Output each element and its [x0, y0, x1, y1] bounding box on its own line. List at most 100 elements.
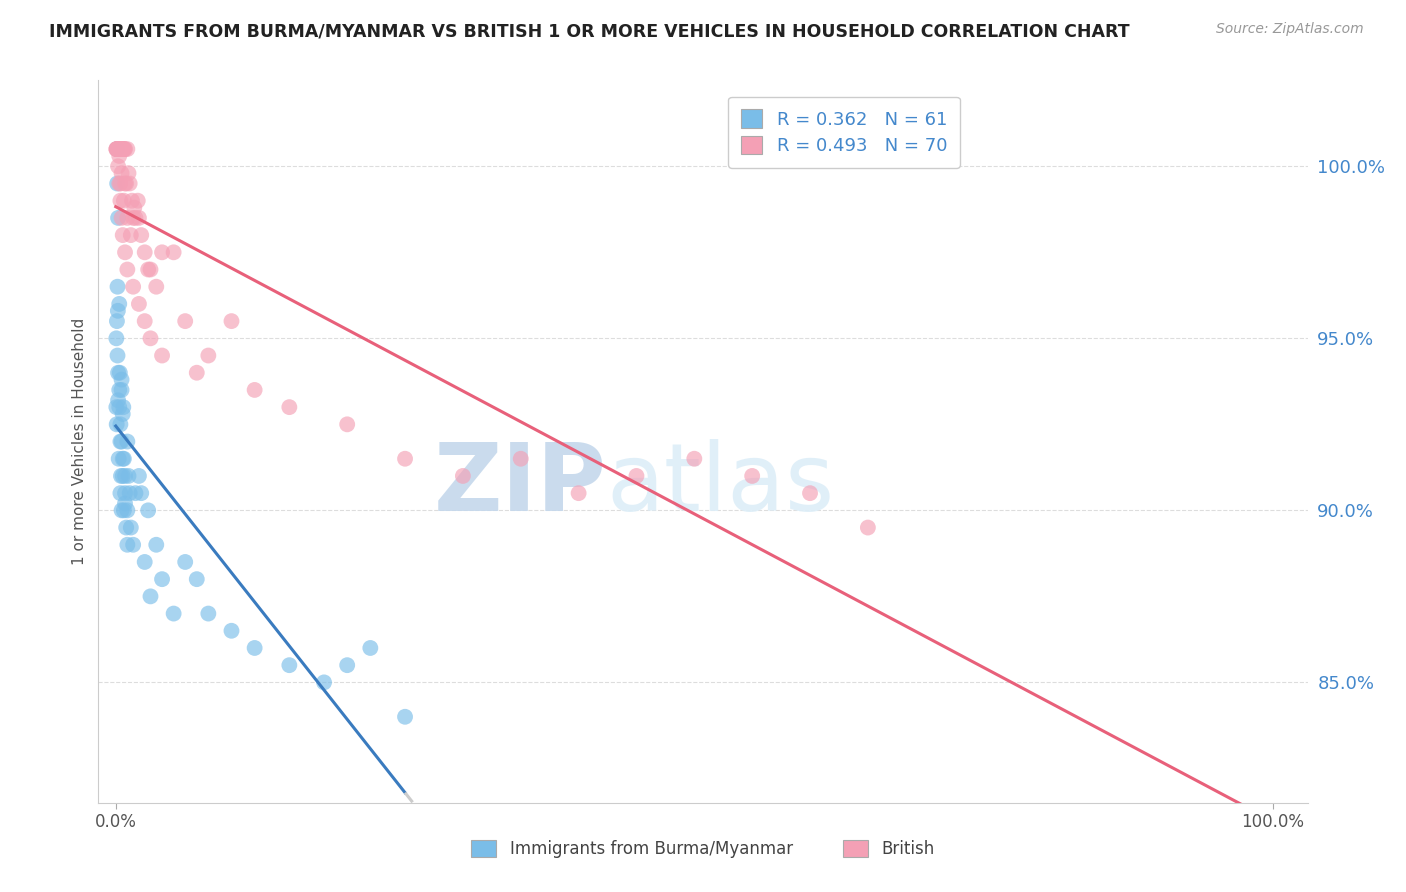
- Point: [312, 675, 335, 690]
- Point: [186, 572, 208, 586]
- Point: [114, 245, 136, 260]
- Point: [108, 177, 131, 191]
- Point: [394, 451, 416, 466]
- Point: [107, 451, 129, 466]
- Point: [111, 142, 134, 156]
- Point: [107, 366, 129, 380]
- Point: [114, 142, 136, 156]
- Point: [145, 279, 167, 293]
- Point: [112, 451, 135, 466]
- Point: [150, 572, 173, 586]
- Point: [124, 486, 146, 500]
- Point: [117, 262, 139, 277]
- Point: [114, 496, 136, 510]
- Point: [120, 228, 142, 243]
- Point: [117, 166, 139, 180]
- Point: [121, 194, 143, 208]
- Point: [107, 393, 129, 408]
- Point: [278, 658, 301, 673]
- Point: [110, 142, 132, 156]
- Point: [110, 469, 132, 483]
- Point: [115, 520, 138, 534]
- Point: [128, 211, 150, 225]
- Point: [105, 177, 128, 191]
- Point: [115, 177, 138, 191]
- Point: [111, 228, 134, 243]
- Point: [117, 211, 139, 225]
- Point: [110, 383, 132, 397]
- Point: [162, 607, 184, 621]
- Point: [683, 451, 706, 466]
- Point: [394, 710, 416, 724]
- Point: [186, 366, 208, 380]
- Point: [112, 142, 135, 156]
- Point: [799, 486, 821, 500]
- Point: [336, 417, 359, 432]
- Point: [117, 142, 139, 156]
- Point: [112, 503, 135, 517]
- Point: [108, 142, 131, 156]
- Point: [105, 142, 128, 156]
- Point: [105, 142, 128, 156]
- Point: [124, 211, 146, 225]
- Point: [451, 469, 474, 483]
- Point: [117, 538, 139, 552]
- Point: [110, 142, 132, 156]
- Point: [110, 417, 132, 432]
- Point: [112, 400, 135, 414]
- Point: [108, 297, 131, 311]
- Point: [107, 142, 129, 156]
- Point: [124, 201, 146, 215]
- Point: [114, 142, 136, 156]
- Point: [110, 194, 132, 208]
- Text: atlas: atlas: [606, 439, 835, 531]
- Point: [122, 211, 145, 225]
- Point: [114, 469, 136, 483]
- Point: [162, 245, 184, 260]
- Point: [509, 451, 531, 466]
- Point: [117, 503, 139, 517]
- Point: [128, 469, 150, 483]
- Text: Source: ZipAtlas.com: Source: ZipAtlas.com: [1216, 22, 1364, 37]
- Point: [107, 159, 129, 173]
- Point: [114, 486, 136, 500]
- Point: [120, 520, 142, 534]
- Point: [741, 469, 763, 483]
- Point: [359, 640, 381, 655]
- Point: [107, 303, 129, 318]
- Point: [112, 142, 135, 156]
- Point: [118, 177, 141, 191]
- Point: [110, 142, 132, 156]
- Point: [114, 177, 136, 191]
- Point: [105, 142, 128, 156]
- Point: [107, 142, 129, 156]
- Point: [243, 640, 266, 655]
- Point: [108, 149, 131, 163]
- Point: [108, 366, 131, 380]
- Point: [127, 194, 149, 208]
- Point: [112, 194, 135, 208]
- Point: [150, 349, 173, 363]
- Point: [122, 538, 145, 552]
- Point: [117, 469, 139, 483]
- Point: [221, 314, 243, 328]
- Point: [134, 555, 156, 569]
- Point: [145, 538, 167, 552]
- Point: [336, 658, 359, 673]
- Point: [105, 331, 128, 345]
- Point: [117, 434, 139, 449]
- Point: [108, 142, 131, 156]
- Point: [111, 407, 134, 421]
- Point: [108, 383, 131, 397]
- Point: [139, 262, 162, 277]
- Point: [107, 349, 129, 363]
- Point: [111, 451, 134, 466]
- Point: [110, 211, 132, 225]
- Y-axis label: 1 or more Vehicles in Household: 1 or more Vehicles in Household: [72, 318, 87, 566]
- Legend: Immigrants from Burma/Myanmar, British: Immigrants from Burma/Myanmar, British: [463, 832, 943, 867]
- Text: ZIP: ZIP: [433, 439, 606, 531]
- Point: [110, 434, 132, 449]
- Point: [111, 142, 134, 156]
- Point: [139, 590, 162, 604]
- Point: [107, 142, 129, 156]
